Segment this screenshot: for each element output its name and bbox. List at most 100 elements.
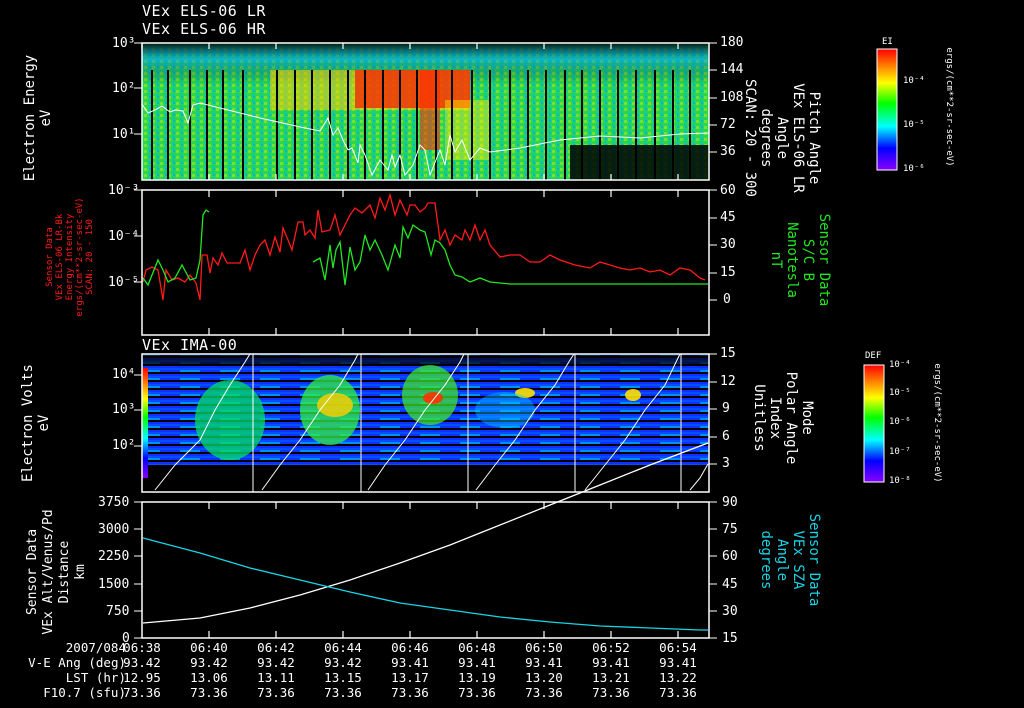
p1-rtick-4: 36 — [720, 144, 736, 159]
colorbar-ei-tick-2: 10⁻⁶ — [903, 164, 925, 174]
p4-ytick-0: 3750 — [98, 495, 130, 510]
p3-rtick-2: 9 — [722, 401, 730, 416]
colorbar-def-tick-2: 10⁻⁶ — [889, 417, 911, 427]
time-4: 06:46 — [391, 640, 429, 655]
f107-0: 73.36 — [123, 685, 161, 700]
p2-ytick-0: 10⁻³ — [108, 183, 140, 198]
ve-ang-5: 93.41 — [458, 655, 496, 670]
lst-2: 13.11 — [257, 670, 295, 685]
p4-rtick-2: 60 — [722, 549, 738, 564]
colorbar-def-title: DEF — [865, 351, 882, 361]
time-8: 06:54 — [659, 640, 697, 655]
colorbar-ei-tick-0: 10⁻⁴ — [903, 76, 925, 86]
time-7: 06:52 — [592, 640, 630, 655]
p4-rtick-5: 15 — [722, 631, 738, 646]
lst-1: 13.06 — [190, 670, 228, 685]
p1-right-ylabel: Pitch Angle VEx ELS-06 LR Angle degrees … — [742, 78, 822, 197]
p3-ylabel: Electron Volts eV — [20, 364, 52, 483]
panel3-frame — [141, 353, 710, 493]
p1-rtick-2: 108 — [720, 90, 744, 105]
colorbar-def-tick-1: 10⁻⁵ — [889, 388, 911, 398]
p3-ytick-2: 10² — [112, 438, 136, 453]
lst-6: 13.20 — [525, 670, 563, 685]
lst-3: 13.15 — [324, 670, 362, 685]
p2-ytick-2: 10⁻⁵ — [108, 275, 140, 290]
f107-7: 73.36 — [592, 685, 630, 700]
panel4-lines — [142, 442, 709, 631]
p2-rtick-3: 15 — [720, 265, 736, 280]
p2-ytick-1: 10⁻⁴ — [108, 229, 140, 244]
p4-ytick-3: 1500 — [98, 577, 130, 592]
lst-5: 13.19 — [458, 670, 496, 685]
ve-ang-6: 93.41 — [525, 655, 563, 670]
colorbar-def-tick-4: 10⁻⁸ — [889, 476, 911, 486]
p4-rtick-3: 45 — [722, 577, 738, 592]
colorbar-def-tick-0: 10⁻⁴ — [889, 360, 911, 370]
p1-ytick-1: 10² — [112, 81, 136, 96]
f107-5: 73.36 — [458, 685, 496, 700]
panel3-spectrogram — [142, 353, 709, 492]
p2-rtick-1: 45 — [720, 210, 736, 225]
panel2-lines — [142, 192, 708, 301]
colorbar-def — [863, 364, 885, 483]
colorbar-ei — [876, 48, 898, 171]
p3-rtick-3: 6 — [722, 429, 730, 444]
colorbar-def-unit: ergs/(cm**2-sr-sec-eV) — [932, 363, 942, 483]
p4-right-ylabel: Sensor Data VEx SZA Angle degrees — [758, 513, 822, 607]
p4-rtick-4: 30 — [722, 604, 738, 619]
ve-ang-7: 93.41 — [592, 655, 630, 670]
p3-ytick-0: 10⁴ — [112, 367, 136, 382]
y-ticks — [134, 42, 717, 639]
time-5: 06:48 — [458, 640, 496, 655]
panel1-title-lr: VEx ELS-06 LR — [142, 2, 266, 20]
row-label-f107: F10.7 (sfu) — [43, 685, 126, 700]
panel1-frame — [141, 42, 710, 181]
panel4-frame — [141, 501, 710, 639]
p2-rtick-2: 30 — [720, 237, 736, 252]
f107-2: 73.36 — [257, 685, 295, 700]
row-label-date: 2007/084 — [65, 640, 126, 655]
panel2-frame — [141, 189, 710, 336]
p3-rtick-0: 15 — [720, 346, 736, 361]
time-1: 06:40 — [190, 640, 228, 655]
p3-right-ylabel: Mode Polar Angle Index Unitless — [751, 371, 815, 465]
f107-3: 73.36 — [324, 685, 362, 700]
ve-ang-1: 93.42 — [190, 655, 228, 670]
p1-rtick-0: 180 — [720, 35, 744, 50]
x-major-ticks — [141, 43, 679, 638]
p4-rtick-1: 75 — [722, 522, 738, 537]
p4-ytick-2: 2250 — [98, 549, 130, 564]
colorbar-def-tick-3: 10⁻⁷ — [889, 447, 911, 457]
p1-rtick-3: 72 — [720, 117, 736, 132]
row-label-ve-ang: V-E Ang (deg) — [28, 655, 126, 670]
p2-ylabel: Sensor Data VEx ELS-06 LR-Bk Energy Inte… — [45, 197, 95, 317]
p1-ytick-2: 10¹ — [112, 127, 136, 142]
p4-ytick-5: 0 — [122, 631, 130, 646]
p1-ylabel: Electron Energy eV — [22, 54, 54, 182]
panel1-spectrogram — [141, 43, 710, 180]
ve-ang-2: 93.42 — [257, 655, 295, 670]
p1-ytick-0: 10³ — [112, 36, 136, 51]
lst-7: 13.21 — [592, 670, 630, 685]
panel1-title-hr: VEx ELS-06 HR — [142, 20, 266, 38]
p1-rtick-1: 144 — [720, 62, 744, 77]
time-3: 06:44 — [324, 640, 362, 655]
colorbar-ei-tick-1: 10⁻⁵ — [903, 120, 925, 130]
p3-rtick-4: 3 — [722, 456, 730, 471]
row-label-lst: LST (hr) — [65, 670, 126, 685]
p3-rtick-1: 12 — [720, 374, 736, 389]
p2-rtick-0: 60 — [720, 183, 736, 198]
ve-ang-0: 93.42 — [123, 655, 161, 670]
panel3-title: VEx IMA-00 — [142, 336, 238, 354]
f107-1: 73.36 — [190, 685, 228, 700]
colorbar-ei-unit: ergs/(cm**2-sr-sec-eV) — [944, 47, 954, 167]
ve-ang-3: 93.42 — [324, 655, 362, 670]
p4-rtick-0: 90 — [722, 495, 738, 510]
ve-ang-8: 93.41 — [659, 655, 697, 670]
f107-8: 73.36 — [659, 685, 697, 700]
p2-rtick-4: 0 — [723, 292, 731, 307]
f107-6: 73.36 — [525, 685, 563, 700]
ve-ang-4: 93.41 — [391, 655, 429, 670]
colorbar-ei-title: EI — [882, 37, 893, 47]
lst-8: 13.22 — [659, 670, 697, 685]
